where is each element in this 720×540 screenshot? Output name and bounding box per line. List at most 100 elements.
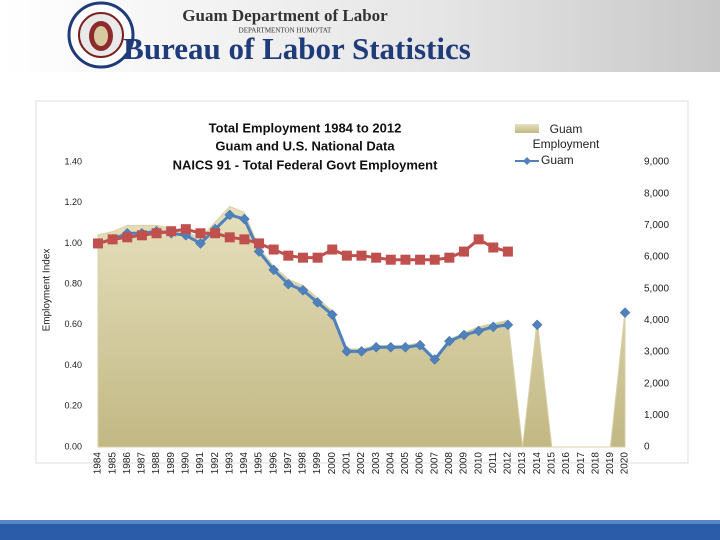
x-tick-label: 1991 [195, 452, 206, 475]
y2-tick-label: 3,000 [644, 347, 669, 358]
marker [414, 339, 426, 351]
marker [502, 246, 513, 257]
x-tick-label: 2002 [356, 452, 367, 475]
marker [356, 345, 367, 357]
marker [312, 252, 323, 263]
marker [415, 254, 426, 265]
x-tick-label: 1997 [283, 452, 294, 475]
x-tick-label: 1996 [268, 452, 279, 475]
marker [136, 230, 147, 241]
x-tick-label: 2008 [444, 452, 455, 475]
marker [268, 244, 279, 255]
seal [67, 1, 135, 69]
y2-tick-label: 9,000 [644, 157, 669, 168]
y2-tick-label: 2,000 [644, 378, 669, 389]
y2-tick-label: 4,000 [644, 315, 669, 326]
x-tick-label: 2007 [429, 452, 440, 475]
legend-label: Guam Employment [532, 122, 600, 151]
marker [297, 252, 308, 263]
marker [327, 244, 338, 255]
marker [326, 309, 338, 321]
marker [444, 335, 455, 347]
marker [429, 254, 440, 265]
marker [210, 228, 221, 239]
y-axis-label: Employment Index [42, 249, 53, 332]
marker [488, 242, 499, 253]
marker [239, 213, 250, 225]
marker [370, 341, 382, 353]
marker [297, 284, 309, 296]
x-tick-label: 2009 [459, 452, 470, 475]
marker [473, 234, 484, 245]
x-tick-label: 2003 [371, 452, 382, 475]
bureau-title: Bureau of Labor Statistics [123, 31, 471, 66]
chart-title: NAICS 91 - Total Federal Govt Employment [173, 157, 439, 172]
area [97, 205, 626, 448]
x-tick-label: 1999 [312, 452, 323, 475]
marker [444, 252, 455, 263]
y2-tick-label: 7,000 [644, 220, 669, 231]
marker [122, 232, 133, 243]
y-tick-label: 0.40 [64, 360, 82, 370]
x-tick-label: 1995 [254, 452, 265, 475]
marker [429, 354, 441, 365]
marker [371, 252, 382, 263]
x-tick-label: 2018 [590, 452, 601, 475]
y-tick-label: 0.60 [64, 319, 82, 329]
x-tick-label: 1992 [210, 452, 221, 475]
x-tick-label: 2000 [327, 452, 338, 475]
marker [473, 325, 484, 337]
organization: Guam Department of Labor [182, 6, 388, 25]
marker [93, 238, 103, 249]
footer-band [0, 520, 720, 540]
marker [312, 297, 323, 308]
marker [254, 238, 265, 249]
marker [166, 226, 177, 237]
marker [531, 319, 543, 331]
footer-stripe [0, 520, 720, 524]
marker [356, 250, 367, 261]
x-tick-label: 2015 [546, 452, 557, 475]
marker [268, 264, 280, 276]
x-tick-label: 1994 [239, 452, 250, 475]
x-tick-label: 1993 [224, 452, 235, 475]
x-tick-label: 1989 [166, 452, 177, 475]
legend-swatch [515, 124, 539, 133]
marker [385, 254, 396, 265]
y-tick-label: 1.40 [64, 156, 82, 166]
x-tick-label: 1987 [137, 452, 148, 475]
x-tick-label: 2013 [517, 452, 528, 475]
x-tick-label: 2001 [342, 452, 353, 475]
x-tick-label: 2005 [400, 452, 411, 475]
marker [502, 319, 514, 331]
y-tick-label: 0.20 [64, 401, 82, 411]
marker [151, 228, 162, 239]
marker [341, 250, 352, 261]
marker [487, 321, 499, 333]
marker [253, 246, 265, 257]
y-tick-label: 0.00 [64, 441, 82, 451]
chart-title: Guam and U.S. National Data [215, 138, 395, 153]
organization-local: DEPARTMENTON HUMO'TAT [239, 27, 332, 35]
chart-title: Total Employment 1984 to 2012 [209, 120, 402, 135]
x-tick-label: 2019 [605, 452, 616, 475]
y2-tick-label: 0 [644, 442, 650, 453]
marker [283, 250, 294, 261]
marker [224, 232, 235, 243]
marker [224, 209, 236, 221]
x-tick-label: 1988 [151, 452, 162, 475]
y2-tick-label: 5,000 [644, 283, 669, 294]
marker [180, 224, 191, 235]
x-tick-label: 1984 [93, 452, 104, 475]
marker [459, 246, 469, 257]
marker [385, 341, 397, 353]
legend-marker [523, 157, 531, 165]
marker [107, 234, 118, 245]
y-tick-label: 0.80 [64, 279, 82, 289]
x-tick-label: 2020 [620, 452, 631, 475]
marker [458, 329, 470, 341]
marker [195, 238, 206, 249]
x-tick-label: 2012 [503, 452, 514, 475]
marker [195, 228, 206, 239]
